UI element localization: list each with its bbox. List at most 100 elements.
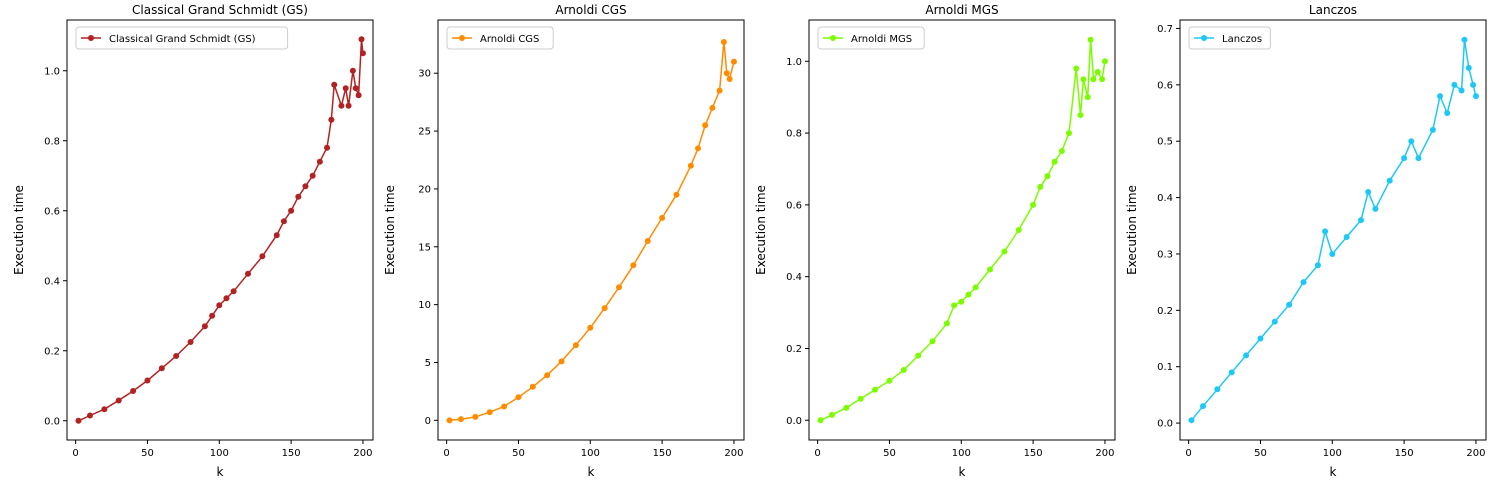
data-point bbox=[316, 158, 323, 165]
y-tick-label: 1.0 bbox=[44, 66, 60, 77]
data-point bbox=[331, 81, 338, 88]
y-tick-label: 0.4 bbox=[786, 272, 802, 283]
y-tick-label: 30 bbox=[418, 69, 431, 80]
x-tick-label: 200 bbox=[353, 448, 372, 459]
data-point bbox=[1300, 279, 1307, 286]
x-tick-label: 150 bbox=[653, 448, 672, 459]
data-point bbox=[1451, 81, 1458, 88]
x-tick-label: 100 bbox=[952, 448, 971, 459]
data-point bbox=[1472, 93, 1479, 100]
data-point bbox=[1365, 188, 1372, 195]
data-point bbox=[843, 404, 850, 411]
x-axis-label: k bbox=[588, 465, 595, 479]
data-point bbox=[723, 70, 730, 77]
y-tick-label: 0.2 bbox=[786, 344, 802, 355]
data-point bbox=[1030, 201, 1037, 208]
data-point bbox=[1470, 81, 1477, 88]
data-point bbox=[1257, 335, 1264, 342]
x-tick-label: 0 bbox=[814, 448, 820, 459]
axes-frame bbox=[1179, 19, 1487, 441]
legend-marker bbox=[830, 35, 836, 41]
y-tick-label: 0.1 bbox=[1157, 362, 1173, 373]
data-point bbox=[1322, 228, 1329, 235]
data-point bbox=[130, 388, 137, 394]
series-line bbox=[449, 41, 735, 422]
y-tick-label: 5 bbox=[425, 358, 431, 369]
chart-title: Lanczos bbox=[1309, 3, 1357, 17]
data-point bbox=[1037, 183, 1044, 190]
y-tick-label: 0.5 bbox=[1157, 137, 1173, 148]
chart-panel-3: Arnoldi MGS 0 50 100 150 200 0.0 0.2 0.4 0.6 0.8 1.… bbox=[754, 3, 1116, 479]
chart-panel-4: Lanczos 0 50 100 150 200 0.0 0.1 0.2 0.3 0.4 0.5 0.6… bbox=[1125, 3, 1487, 479]
legend-label: Arnoldi MGS bbox=[851, 34, 912, 45]
data-point bbox=[587, 324, 594, 331]
x-tick-label: 150 bbox=[1024, 448, 1043, 459]
x-tick-label: 50 bbox=[141, 448, 154, 459]
data-point bbox=[309, 172, 316, 179]
data-point bbox=[486, 409, 493, 416]
series-line bbox=[78, 39, 364, 422]
data-point bbox=[1465, 64, 1472, 71]
data-point bbox=[86, 412, 93, 419]
data-point bbox=[187, 339, 194, 345]
data-point bbox=[273, 232, 280, 239]
series-line bbox=[1190, 39, 1477, 421]
data-point bbox=[1343, 234, 1350, 241]
chart-panel-2: Arnoldi CGS 0 50 100 150 200 0 5 10 15 20 25 30 k Exec… bbox=[383, 3, 745, 479]
y-tick-label: 20 bbox=[418, 184, 431, 195]
data-point bbox=[115, 397, 122, 404]
data-point bbox=[230, 288, 237, 295]
y-tick-label: 0.0 bbox=[786, 416, 802, 427]
x-tick-label: 100 bbox=[210, 448, 229, 459]
data-point bbox=[572, 342, 579, 349]
y-axis-label: Execution time bbox=[754, 185, 768, 275]
x-tick-label: 200 bbox=[724, 448, 743, 459]
y-axis-label: Execution time bbox=[383, 185, 397, 275]
data-point bbox=[958, 298, 965, 305]
data-point bbox=[673, 191, 680, 198]
y-tick-label: 0.8 bbox=[44, 136, 60, 147]
data-point bbox=[338, 102, 345, 109]
x-tick-label: 150 bbox=[1395, 448, 1414, 459]
data-point bbox=[324, 144, 331, 151]
data-point bbox=[857, 395, 864, 402]
y-tick-label: 25 bbox=[418, 127, 431, 138]
data-point bbox=[987, 266, 994, 273]
data-point bbox=[1228, 369, 1235, 376]
data-point bbox=[216, 302, 223, 309]
y-tick-label: 0.6 bbox=[1157, 80, 1173, 91]
data-point bbox=[1286, 301, 1293, 308]
data-point bbox=[201, 323, 208, 330]
data-point bbox=[1015, 227, 1022, 233]
legend-box bbox=[446, 26, 554, 50]
y-tick-label: 0.0 bbox=[44, 416, 60, 427]
data-point bbox=[943, 320, 950, 327]
data-point bbox=[457, 416, 464, 423]
data-point bbox=[173, 353, 180, 359]
data-point bbox=[1099, 76, 1106, 83]
data-point bbox=[544, 372, 551, 379]
x-tick-label: 150 bbox=[282, 448, 301, 459]
data-point bbox=[358, 36, 365, 43]
data-point bbox=[328, 116, 335, 123]
data-point bbox=[1199, 403, 1206, 410]
y-tick-label: 0.3 bbox=[1157, 249, 1173, 260]
data-point bbox=[1090, 76, 1097, 83]
data-point bbox=[1329, 250, 1336, 257]
data-point bbox=[101, 406, 108, 413]
data-point bbox=[1415, 155, 1422, 162]
data-point bbox=[1386, 177, 1393, 184]
data-point bbox=[616, 284, 623, 291]
data-point bbox=[355, 92, 362, 99]
x-tick-label: 100 bbox=[581, 448, 600, 459]
chart-title: Classical Grand Schmidt (GS) bbox=[132, 3, 308, 17]
x-axis-label: k bbox=[1330, 465, 1337, 479]
data-point bbox=[342, 85, 349, 92]
data-point bbox=[828, 411, 835, 418]
data-point bbox=[1188, 417, 1195, 424]
x-tick-label: 200 bbox=[1095, 448, 1114, 459]
legend-marker bbox=[459, 35, 465, 41]
y-tick-label: 1.0 bbox=[786, 57, 802, 68]
data-point bbox=[1408, 138, 1415, 145]
y-tick-label: 0.6 bbox=[786, 200, 802, 211]
